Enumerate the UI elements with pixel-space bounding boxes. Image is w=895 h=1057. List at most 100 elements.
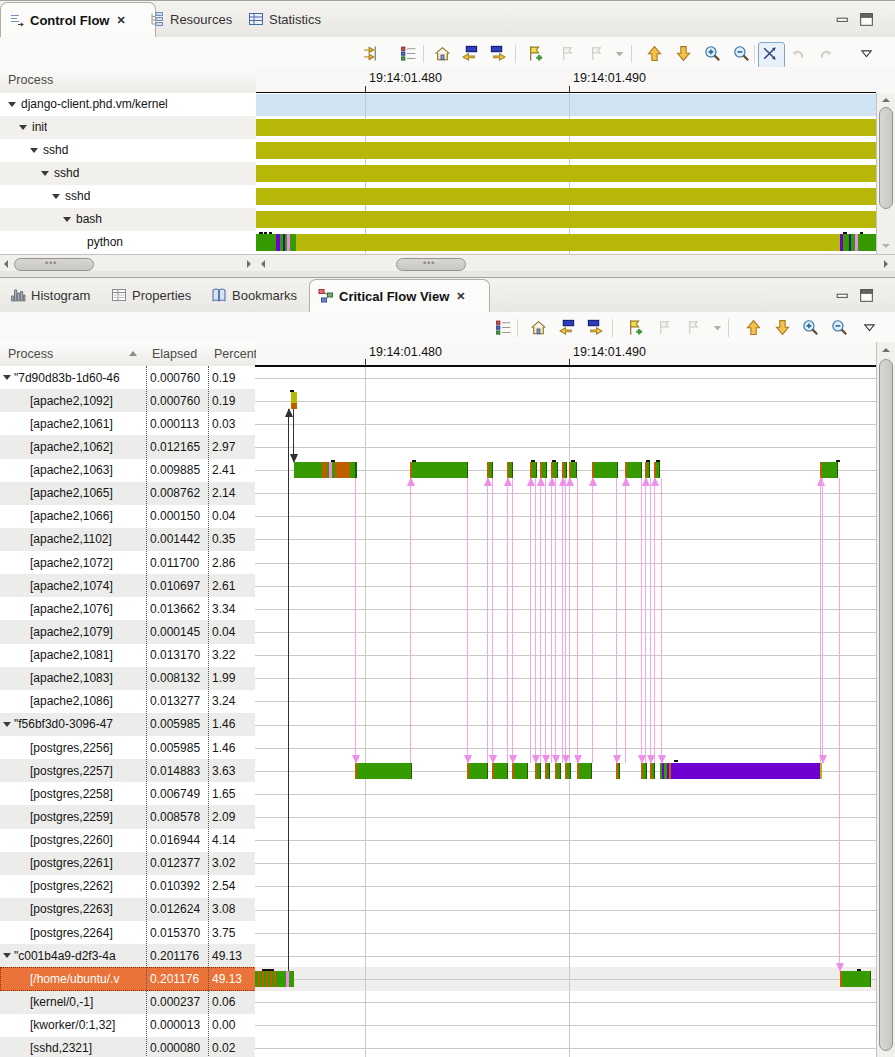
next-process-icon[interactable] [774, 319, 791, 336]
table-row-30[interactable]: [sshd,2321]0.0000800.02 [0, 1037, 256, 1057]
chart-bar[interactable] [641, 763, 647, 780]
minimize-icon[interactable] [834, 11, 851, 28]
expander-icon[interactable] [63, 217, 71, 222]
table-row-5[interactable]: [apache2,1063]0.0098852.41 [0, 459, 256, 482]
state-bar-row2[interactable] [256, 142, 876, 159]
table-row-29[interactable]: [kworker/0:1,32]0.0000130.00 [0, 1014, 256, 1037]
state-bar-row4[interactable] [256, 188, 876, 205]
show-legend-icon[interactable] [495, 319, 512, 336]
chart-bar[interactable] [545, 763, 550, 780]
table-row-11[interactable]: [apache2,1076]0.0136623.34 [0, 597, 256, 620]
tree-row-sshd[interactable]: sshd [0, 139, 256, 162]
state-bar-row5[interactable] [256, 211, 876, 228]
chart-bar[interactable] [555, 763, 561, 780]
table-row-17[interactable]: [postgres,2256]0.0059851.46 [0, 736, 256, 759]
chart-bar[interactable] [592, 462, 618, 479]
table-row-4[interactable]: [apache2,1062]0.0121652.97 [0, 435, 256, 458]
chart-bar[interactable] [487, 462, 493, 479]
chart-bar[interactable] [512, 763, 528, 780]
chart-bar[interactable] [551, 462, 558, 479]
reset-time-icon[interactable] [434, 45, 451, 62]
table-row-16[interactable]: "f56bf3d0-3096-470.0059851.46 [0, 713, 256, 736]
chart-bar[interactable] [625, 462, 642, 479]
view-menu-icon[interactable] [858, 45, 875, 62]
critical-flow-chart[interactable] [255, 366, 877, 1057]
scroll-right-icon[interactable] [247, 260, 251, 268]
chart-bar[interactable] [294, 462, 357, 479]
prev-event-icon[interactable] [461, 45, 478, 62]
tree-row-sshd[interactable]: sshd [0, 162, 256, 185]
state-bar-row1[interactable] [256, 119, 876, 136]
reset-time-icon[interactable] [530, 319, 547, 336]
link-selection-icon[interactable] [758, 42, 785, 69]
tab-resources[interactable]: Resources [141, 2, 254, 36]
expander-icon[interactable] [3, 722, 11, 727]
table-row-6[interactable]: [apache2,1065]0.0087622.14 [0, 482, 256, 505]
tree-row-python[interactable]: python [0, 231, 256, 254]
view-menu-icon[interactable] [861, 319, 878, 336]
scrollbar-thumb[interactable] [879, 107, 893, 209]
next-event-icon[interactable] [587, 319, 604, 336]
chart-bar[interactable] [577, 763, 592, 780]
prev-bookmark-icon[interactable] [656, 319, 673, 336]
table-row-21[interactable]: [postgres,2260]0.0169444.14 [0, 829, 256, 852]
table-row-14[interactable]: [apache2,1083]0.0081321.99 [0, 667, 256, 690]
expander-icon[interactable] [41, 171, 49, 176]
next-event-icon[interactable] [490, 45, 507, 62]
chart-bar[interactable] [467, 763, 488, 780]
vertical-scrollbar[interactable] [876, 342, 895, 1057]
scrollbar-thumb[interactable]: ••• [14, 258, 94, 271]
chart-bar[interactable] [410, 462, 468, 479]
state-band-row0[interactable] [256, 94, 876, 117]
scroll-up-icon[interactable] [882, 98, 890, 102]
state-bar-row6[interactable] [256, 234, 876, 251]
minimize-icon[interactable] [834, 287, 851, 304]
align-views-icon[interactable] [363, 45, 380, 62]
chart-bar[interactable] [355, 763, 412, 780]
chart-bar[interactable] [507, 462, 513, 479]
zoom-out-icon[interactable] [733, 45, 750, 62]
table-row-9[interactable]: [apache2,1072]0.0117002.86 [0, 551, 256, 574]
next-process-icon[interactable] [675, 45, 692, 62]
show-legend-icon[interactable] [400, 45, 417, 62]
table-row-24[interactable]: [postgres,2263]0.0126243.08 [0, 898, 256, 921]
table-row-7[interactable]: [apache2,1066]0.0001500.04 [0, 505, 256, 528]
tab-control-flow[interactable]: Control Flow✕ [0, 2, 156, 38]
scrollbar-thumb[interactable]: ••• [396, 258, 466, 271]
expander-icon[interactable] [52, 194, 60, 199]
expander-icon[interactable] [8, 102, 16, 107]
expander-icon[interactable] [30, 148, 38, 153]
table-row-28[interactable]: [kernel/0,-1]0.0002370.06 [0, 991, 256, 1014]
table-row-2[interactable]: [apache2,1092]0.0007600.19 [0, 389, 256, 412]
add-bookmark-icon[interactable] [527, 45, 544, 62]
tree-row-sshd[interactable]: sshd [0, 185, 256, 208]
table-row-8[interactable]: [apache2,1102]0.0014420.35 [0, 528, 256, 551]
prev-event-icon[interactable] [558, 319, 575, 336]
scroll-right-icon[interactable] [884, 260, 888, 268]
table-row-19[interactable]: [postgres,2258]0.0067491.65 [0, 782, 256, 805]
view2-time-ruler[interactable]: 19:14:01.48019:14:01.490 [256, 342, 895, 366]
tab-critical-flow-view[interactable]: Critical Flow View✕ [309, 279, 490, 313]
chart-bar[interactable] [530, 462, 537, 479]
expander-icon[interactable] [3, 953, 11, 958]
table-row-22[interactable]: [postgres,2261]0.0123773.02 [0, 852, 256, 875]
chart-bar[interactable] [654, 462, 660, 479]
chart-bar[interactable] [255, 971, 294, 988]
prev-process-icon[interactable] [646, 45, 663, 62]
forward-icon[interactable] [818, 45, 835, 62]
column-header-elapsed[interactable]: Elapsed [146, 342, 209, 367]
chart-bar[interactable] [840, 971, 871, 988]
table-row-12[interactable]: [apache2,1079]0.0001450.04 [0, 620, 256, 643]
tab-bookmarks[interactable]: Bookmarks [203, 279, 324, 311]
chart-bar[interactable] [562, 462, 567, 479]
chart-bar[interactable] [569, 462, 577, 479]
close-tab-icon[interactable]: ✕ [116, 14, 125, 27]
next-bookmark-icon[interactable] [685, 319, 702, 336]
zoom-in-icon[interactable] [704, 45, 721, 62]
chart-bar[interactable] [616, 763, 620, 780]
vertical-scrollbar[interactable] [876, 93, 895, 254]
chart-bar[interactable] [540, 462, 547, 479]
tree-row-bash[interactable]: bash [0, 208, 256, 231]
zoom-in-icon[interactable] [802, 319, 819, 336]
prev-bookmark-icon[interactable] [559, 45, 576, 62]
